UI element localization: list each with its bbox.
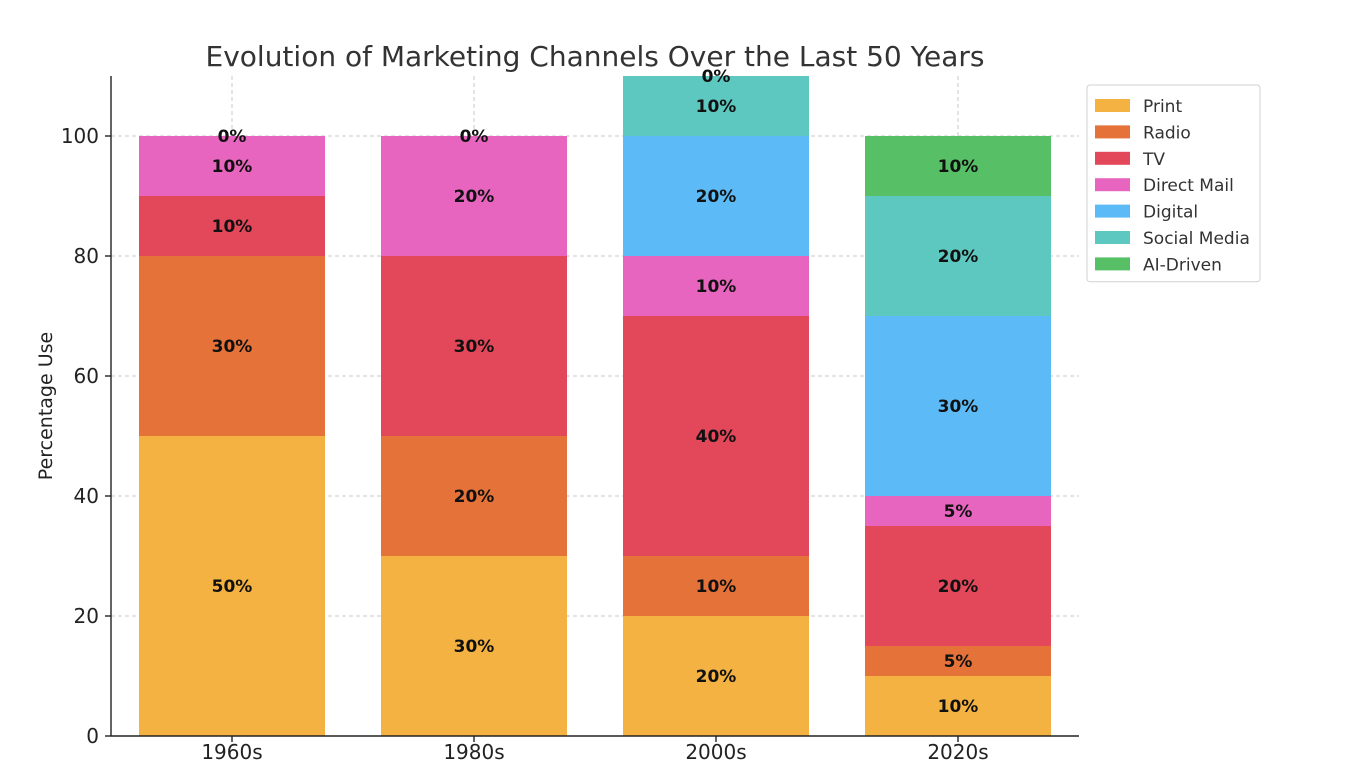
bar-value-label: 30% <box>454 337 495 357</box>
legend-swatch <box>1095 231 1130 244</box>
legend-label: Print <box>1143 97 1182 117</box>
bar-value-label: 10% <box>696 97 737 117</box>
x-tick-label: 1980s <box>443 740 504 764</box>
bar-segment <box>381 436 567 556</box>
bar-value-label: 5% <box>944 502 973 522</box>
bar-segment <box>139 136 325 196</box>
bar-segment <box>623 556 809 616</box>
bar-segment <box>381 556 567 736</box>
bar-value-label: 10% <box>696 577 737 597</box>
legend-box <box>1086 84 1261 283</box>
x-tick-label: 2020s <box>927 740 988 764</box>
tick-labels: 0 20 40 60 80 100 1960s 1980s 2000s 2020s <box>61 124 989 764</box>
bar-value-label: 0% <box>460 127 489 147</box>
bar-value-label: 30% <box>212 337 253 357</box>
axes <box>105 76 1079 742</box>
legend-label: TV <box>1142 150 1165 170</box>
bar-segment <box>139 436 325 736</box>
bar-value-label: 10% <box>938 697 979 717</box>
bar-value-label: 10% <box>696 277 737 297</box>
bar-segment <box>139 256 325 436</box>
y-tick-label: 20 <box>74 604 99 628</box>
legend-swatch <box>1095 257 1130 271</box>
bar-value-label: 20% <box>938 247 979 267</box>
y-tick-label: 100 <box>61 124 99 148</box>
legend-label: Social Media <box>1143 229 1250 249</box>
x-tick-label: 1960s <box>201 740 262 764</box>
bar-value-label: 20% <box>938 577 979 597</box>
bar-segment <box>865 676 1051 736</box>
bar-segment <box>865 196 1051 316</box>
bar-value-label: 20% <box>696 667 737 687</box>
bar-value-label: 20% <box>696 187 737 207</box>
legend-label: Radio <box>1143 123 1191 143</box>
bar-value-label: 20% <box>454 487 495 507</box>
bar-value-label: 30% <box>938 397 979 417</box>
legend-label: AI-Driven <box>1143 255 1222 275</box>
legend-label: Digital <box>1143 203 1198 223</box>
y-tick-label: 80 <box>74 244 99 268</box>
bar-segment <box>865 646 1051 676</box>
bar-segment <box>623 76 809 136</box>
bar-segment <box>865 136 1051 196</box>
y-tick-label: 40 <box>74 484 99 508</box>
bar-value-label: 0% <box>702 67 731 87</box>
bar-segment <box>865 526 1051 646</box>
legend-swatch <box>1095 204 1130 218</box>
bar-value-label: 30% <box>454 637 495 657</box>
legend-swatch <box>1095 151 1130 165</box>
legend-swatch <box>1095 125 1130 139</box>
bar-value-label: 40% <box>696 427 737 447</box>
y-tick-label: 60 <box>74 364 99 388</box>
bar-value-labels: 50% 30% 20% 10% 30% 20% 10% 5% 10% 30% 40% 20% 10% 20… <box>212 67 979 717</box>
bar-segment <box>865 496 1051 526</box>
legend-label: Direct Mail <box>1143 176 1234 196</box>
bar-segment <box>865 316 1051 496</box>
bar-value-label: 5% <box>944 652 973 672</box>
y-tick-label: 0 <box>86 724 99 748</box>
bar-segment <box>623 256 809 316</box>
bars <box>139 76 1051 736</box>
bar-value-label: 20% <box>454 187 495 207</box>
y-axis-label: Percentage Use <box>35 332 57 480</box>
bar-value-label: 10% <box>938 157 979 177</box>
bar-value-label: 10% <box>212 217 253 237</box>
legend-swatch <box>1095 99 1130 112</box>
bar-value-label: 10% <box>212 157 253 177</box>
bar-segment <box>139 196 325 256</box>
bar-segment <box>381 256 567 436</box>
bar-value-label: 0% <box>218 127 247 147</box>
bar-segment <box>623 136 809 256</box>
bar-value-label: 50% <box>212 577 253 597</box>
x-tick-label: 2000s <box>685 740 746 764</box>
bar-segment <box>623 316 809 556</box>
legend-swatch <box>1095 178 1130 192</box>
legend: Print Radio TV Direct Mail Digital Social Med… <box>1086 84 1261 283</box>
bar-segment <box>623 616 809 736</box>
chart-title: Evolution of Marketing Channels Over the… <box>206 40 985 73</box>
bar-segment <box>381 136 567 256</box>
